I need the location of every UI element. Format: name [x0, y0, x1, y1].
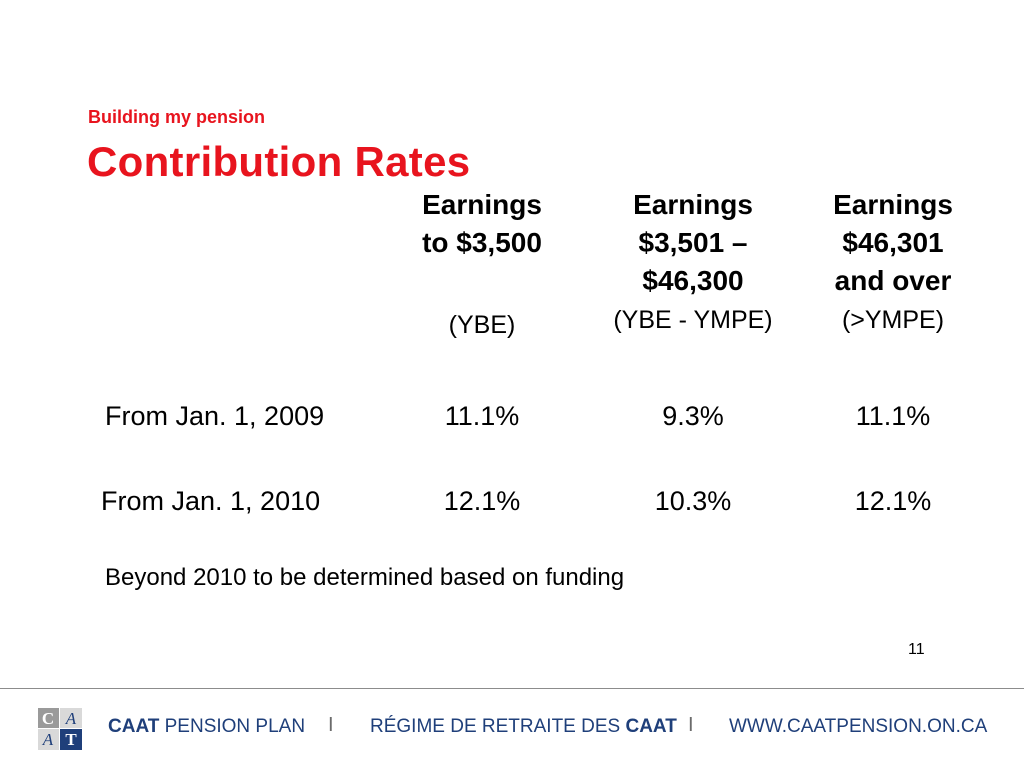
footer-separator: I [328, 714, 334, 736]
logo-letter-c: C [42, 709, 54, 728]
column-sublabel-3: (>YMPE) [841, 306, 945, 334]
footer-plan-name: CAAT PENSION PLAN [108, 716, 305, 738]
funding-note: Beyond 2010 to be determined based on fu… [105, 564, 625, 591]
footer-regime-name: RÉGIME DE RETRAITE DES CAAT [370, 716, 677, 738]
column-header-3-line-2: $46,301 [842, 227, 944, 258]
column-header-1-line-2: to $3,500 [422, 227, 542, 258]
rate-cell: 9.3% [662, 401, 724, 431]
column-header-3: Earnings $46,301 and over [793, 186, 993, 300]
column-header-2-line-2: $3,501 – [638, 227, 748, 258]
rate-cell: 11.1% [444, 401, 520, 431]
column-header-1: Earnings to $3,500 [382, 186, 582, 262]
rate-cell: 12.1% [443, 486, 521, 516]
footer-plan-bold: CAAT [108, 716, 160, 737]
column-sublabel-2: (YBE - YMPE) [613, 306, 773, 334]
logo-letter-a: A [65, 709, 77, 728]
footer-plan-rest: PENSION PLAN [159, 716, 306, 737]
footer-divider [0, 688, 1024, 689]
logo-letter-a2: A [42, 730, 54, 749]
caat-logo-icon: C A A T [38, 708, 82, 750]
column-header-2-line-3: $46,300 [642, 265, 744, 296]
rate-cell: 11.1% [855, 401, 931, 431]
column-header-2: Earnings $3,501 – $46,300 [593, 186, 793, 300]
slide-subtitle: Building my pension [88, 107, 266, 127]
footer-regime-rest: RÉGIME DE RETRAITE DES [370, 716, 626, 737]
footer-website-link[interactable]: WWW.CAATPENSION.ON.CA [729, 716, 988, 737]
page-number: 11 [908, 641, 925, 658]
row-label-2010: From Jan. 1, 2010 [101, 486, 321, 516]
column-sublabel-1: (YBE) [448, 311, 516, 339]
footer-separator: I [688, 714, 694, 736]
slide-title: Contribution Rates [87, 138, 471, 185]
footer-regime-bold: CAAT [625, 716, 677, 737]
column-header-3-line-1: Earnings [833, 189, 953, 220]
rate-cell: 12.1% [854, 486, 932, 516]
column-header-3-line-3: and over [834, 265, 952, 296]
rate-cell: 10.3% [654, 486, 732, 516]
row-label-2009: From Jan. 1, 2009 [105, 401, 325, 431]
logo-letter-t: T [65, 730, 77, 749]
column-header-1-line-1: Earnings [422, 189, 542, 220]
column-header-2-line-1: Earnings [633, 189, 753, 220]
